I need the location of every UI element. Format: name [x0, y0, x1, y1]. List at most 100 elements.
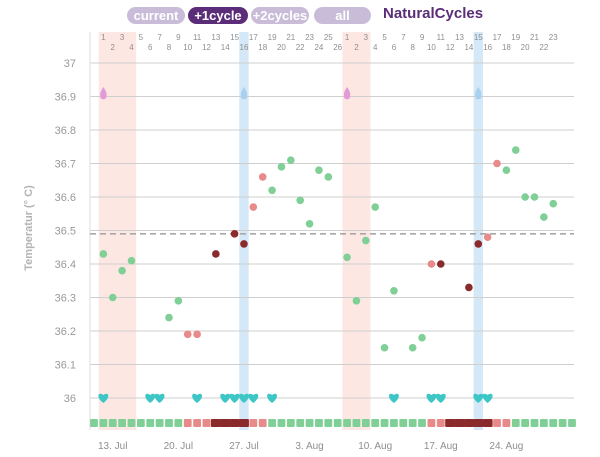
- plus-two-cycles-button[interactable]: +2cycles: [251, 7, 309, 24]
- status-squares: [90, 419, 576, 427]
- date-label: 3. Aug: [295, 441, 323, 452]
- cycle-day-number: 20: [521, 43, 530, 52]
- status-square: [445, 419, 456, 427]
- status-square: [99, 419, 108, 427]
- status-square: [229, 419, 240, 427]
- status-square: [258, 419, 267, 427]
- current-cycle-button[interactable]: current: [127, 7, 185, 24]
- ovulation-drop-icon: [240, 87, 248, 100]
- status-square: [473, 419, 484, 427]
- temperature-point: [118, 266, 126, 275]
- status-square: [521, 419, 530, 427]
- cycle-day-number: 5: [382, 33, 387, 42]
- y-axis: 36 36.1 36.2 36.3 36.4 36.5 36.6 36.7 36.8 36.9 37: [55, 58, 76, 405]
- status-square: [324, 419, 333, 427]
- y-axis-label: Temperatur (° C): [23, 185, 35, 271]
- heart-icon: [435, 393, 446, 403]
- status-square: [427, 419, 436, 427]
- heart-icon: [220, 393, 231, 403]
- cycle-day-number: 16: [483, 43, 492, 52]
- date-label: 10. Aug: [358, 441, 392, 452]
- all-cycles-button[interactable]: all: [314, 7, 371, 24]
- heart-icon: [145, 393, 156, 403]
- status-square: [549, 419, 558, 427]
- temperature-point: [212, 250, 220, 258]
- heart-icon: [154, 393, 165, 403]
- cycle-day-number: 13: [211, 33, 220, 42]
- status-square: [333, 419, 342, 427]
- status-square: [210, 419, 221, 427]
- status-square: [305, 419, 314, 427]
- cycle-day-number: 22: [539, 43, 548, 52]
- temperature-point: [174, 297, 183, 305]
- cycle-day-number: 17: [493, 33, 502, 42]
- brand-logo: NaturalCycles: [383, 5, 484, 22]
- y-tick-label: 36.1: [55, 360, 76, 372]
- temperature-point: [287, 156, 295, 164]
- y-tick-label: 36.8: [55, 125, 76, 137]
- grid: [89, 32, 574, 430]
- heart-icon: [192, 393, 203, 403]
- cycle-day-number: 7: [157, 33, 162, 42]
- cycle-day-number: 19: [511, 33, 520, 42]
- temperature-point: [127, 256, 136, 265]
- status-square: [530, 419, 539, 427]
- temperature-point: [324, 173, 333, 181]
- cycle-day-number: 26: [333, 43, 342, 52]
- temperature-point: [390, 287, 398, 295]
- temperature-point: [502, 166, 511, 174]
- cycle-day-number: 14: [464, 43, 473, 52]
- status-square: [502, 419, 511, 427]
- status-square: [268, 419, 276, 427]
- date-axis: 13. Jul 20. Jul 27. Jul 3. Aug 10. Aug 17. Au…: [98, 441, 523, 452]
- status-square: [463, 419, 474, 427]
- temperature-point: [549, 199, 558, 208]
- temperature-point: [352, 297, 361, 305]
- y-tick-label: 36.9: [55, 92, 76, 104]
- temperature-point: [540, 213, 548, 221]
- heart-icon: [482, 393, 493, 403]
- temperature-point: [99, 250, 108, 258]
- date-label: 17. Aug: [424, 441, 458, 452]
- cycle-day-number: 23: [549, 33, 558, 42]
- heart-icon: [98, 393, 109, 403]
- status-square: [108, 419, 117, 427]
- cycle-day-number: 12: [202, 43, 211, 52]
- heart-icon: [388, 393, 399, 403]
- status-square: [238, 419, 249, 427]
- y-tick-label: 36.6: [55, 192, 76, 204]
- status-square: [454, 419, 465, 427]
- temperature-point: [183, 330, 192, 339]
- drop-markers: [100, 87, 482, 100]
- cycle-day-number: 15: [474, 33, 483, 42]
- status-square: [418, 419, 426, 427]
- cycle-day-number: 1: [345, 33, 350, 42]
- temperature-point: [305, 220, 314, 228]
- date-label: 24. Aug: [489, 441, 523, 452]
- cycle-day-number: 22: [296, 43, 305, 52]
- y-tick-label: 36.7: [55, 159, 76, 171]
- status-square: [399, 419, 408, 427]
- temperature-point: [521, 193, 529, 201]
- heart-icon: [267, 393, 278, 403]
- status-square: [568, 419, 576, 427]
- cycle-day-number: 11: [437, 33, 446, 42]
- cycle-day-row: 1234567891011121314151617181920212223242…: [101, 33, 558, 52]
- temperature-point: [530, 193, 539, 201]
- status-square: [408, 419, 417, 427]
- temperature-point: [315, 166, 323, 174]
- status-square: [352, 419, 361, 427]
- status-square: [296, 419, 305, 427]
- status-square: [539, 419, 548, 427]
- plus-one-cycle-button[interactable]: +1cycle: [188, 7, 248, 24]
- cycle-day-number: 3: [364, 33, 369, 42]
- temperature-point: [474, 240, 483, 248]
- cycle-day-number: 18: [502, 43, 511, 52]
- y-tick-label: 36.4: [55, 259, 76, 271]
- cycle-day-number: 2: [111, 43, 116, 52]
- y-tick-label: 37: [64, 58, 76, 70]
- cycle-day-number: 5: [139, 33, 144, 42]
- date-label: 20. Jul: [164, 441, 193, 452]
- temperature-point: [408, 343, 417, 352]
- cycle-day-number: 16: [240, 43, 249, 52]
